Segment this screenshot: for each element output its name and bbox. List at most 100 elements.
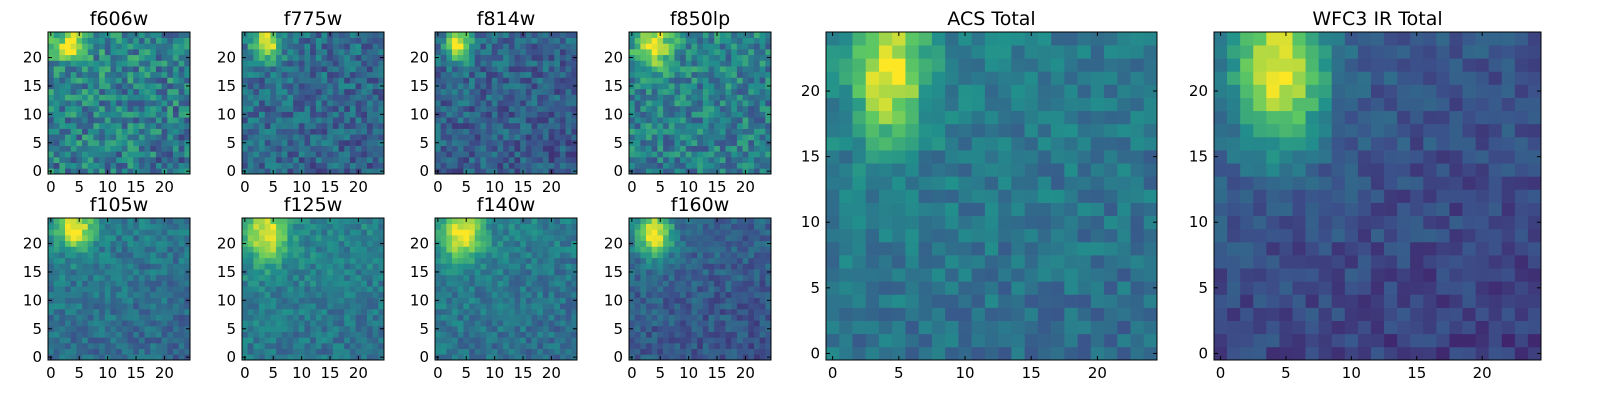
heatmap-cell xyxy=(48,100,55,107)
heatmap-cell xyxy=(253,111,260,118)
heatmap-cell xyxy=(559,43,566,50)
heatmap-cell xyxy=(287,168,294,175)
heatmap-cell xyxy=(298,43,305,50)
heatmap-cell xyxy=(178,320,185,327)
heatmap-cell xyxy=(651,314,658,321)
heatmap-cell xyxy=(104,280,111,287)
heatmap-cell xyxy=(144,291,151,298)
heatmap-cell xyxy=(542,240,549,247)
heatmap-cell xyxy=(287,71,294,78)
heatmap-cell xyxy=(634,43,641,50)
heatmap-cell xyxy=(99,246,106,253)
heatmap-cell xyxy=(708,308,715,315)
y-tick-label: 15 xyxy=(604,77,623,95)
heatmap-cell xyxy=(702,297,709,304)
heatmap-cell xyxy=(155,49,162,56)
heatmap-cell xyxy=(452,122,459,129)
x-tick-label: 10 xyxy=(292,364,311,382)
heatmap-cell xyxy=(167,145,174,152)
heatmap-cell xyxy=(372,342,379,349)
heatmap-cell xyxy=(338,246,345,253)
heatmap-cell xyxy=(133,77,140,84)
heatmap-cell xyxy=(514,156,521,163)
heatmap-cell xyxy=(184,156,191,163)
heatmap-cell xyxy=(691,156,698,163)
heatmap-cell xyxy=(691,331,698,338)
heatmap-cell xyxy=(355,314,362,321)
heatmap-cell xyxy=(559,49,566,56)
heatmap-cell xyxy=(264,151,271,158)
heatmap-cell xyxy=(167,223,174,230)
heatmap-cell xyxy=(697,303,704,310)
heatmap-cell xyxy=(663,100,670,107)
heatmap-cell xyxy=(76,291,83,298)
heatmap-cell xyxy=(338,111,345,118)
heatmap-cell xyxy=(344,280,351,287)
heatmap-cell xyxy=(525,274,532,281)
heatmap-cell xyxy=(469,88,476,95)
heatmap-cell xyxy=(104,269,111,276)
heatmap-cell xyxy=(651,274,658,281)
heatmap-cell xyxy=(514,162,521,169)
heatmap-cell xyxy=(742,100,749,107)
heatmap-cell xyxy=(719,94,726,101)
heatmap-cell xyxy=(361,325,368,332)
heatmap-cell xyxy=(133,43,140,50)
heatmap-cell xyxy=(537,162,544,169)
heatmap-cell xyxy=(361,303,368,310)
heatmap-cell xyxy=(508,71,515,78)
heatmap-cell xyxy=(133,94,140,101)
heatmap-cell xyxy=(508,105,515,112)
heatmap-cell xyxy=(321,223,328,230)
heatmap-cell xyxy=(748,162,755,169)
heatmap-cell xyxy=(150,49,157,56)
heatmap-cell xyxy=(344,105,351,112)
heatmap-cell xyxy=(372,37,379,44)
heatmap-cell xyxy=(116,83,123,90)
heatmap-cell xyxy=(520,235,527,242)
heatmap-cell xyxy=(537,88,544,95)
heatmap-cell xyxy=(287,88,294,95)
heatmap-cell xyxy=(53,269,60,276)
heatmap-cell xyxy=(281,156,288,163)
heatmap-cell xyxy=(355,37,362,44)
heatmap-cell xyxy=(651,43,658,50)
heatmap-cell xyxy=(315,88,322,95)
heatmap-cell xyxy=(167,263,174,270)
heatmap-cell xyxy=(554,274,561,281)
heatmap-cell xyxy=(366,105,373,112)
heatmap-cell xyxy=(304,354,311,361)
heatmap-cell xyxy=(691,111,698,118)
heatmap-cell xyxy=(172,94,179,101)
heatmap-cell xyxy=(765,60,772,67)
heatmap-cell xyxy=(565,168,572,175)
heatmap-cell xyxy=(685,314,692,321)
heatmap-cell xyxy=(264,291,271,298)
heatmap-cell xyxy=(446,223,453,230)
heatmap-cell xyxy=(53,151,60,158)
heatmap-cell xyxy=(53,77,60,84)
heatmap-cell xyxy=(344,348,351,355)
heatmap-cell xyxy=(565,32,572,39)
heatmap-cell xyxy=(554,139,561,146)
heatmap-cell xyxy=(338,77,345,84)
heatmap-cell xyxy=(378,229,385,236)
heatmap-cell xyxy=(531,252,538,259)
heatmap-cell xyxy=(59,49,66,56)
heatmap-cell xyxy=(259,303,266,310)
heatmap-cell xyxy=(321,83,328,90)
heatmap-cell xyxy=(65,263,72,270)
axes-frame-f140w xyxy=(434,217,578,361)
heatmap-cell xyxy=(537,252,544,259)
heatmap-cell xyxy=(378,342,385,349)
heatmap-cell xyxy=(651,37,658,44)
heatmap-cell xyxy=(514,105,521,112)
heatmap-cell xyxy=(542,54,549,61)
heatmap-cell xyxy=(310,88,317,95)
heatmap-cell xyxy=(144,274,151,281)
heatmap-cell xyxy=(184,117,191,124)
heatmap-cell xyxy=(349,162,356,169)
heatmap-cell xyxy=(702,274,709,281)
heatmap-cell xyxy=(293,32,300,39)
